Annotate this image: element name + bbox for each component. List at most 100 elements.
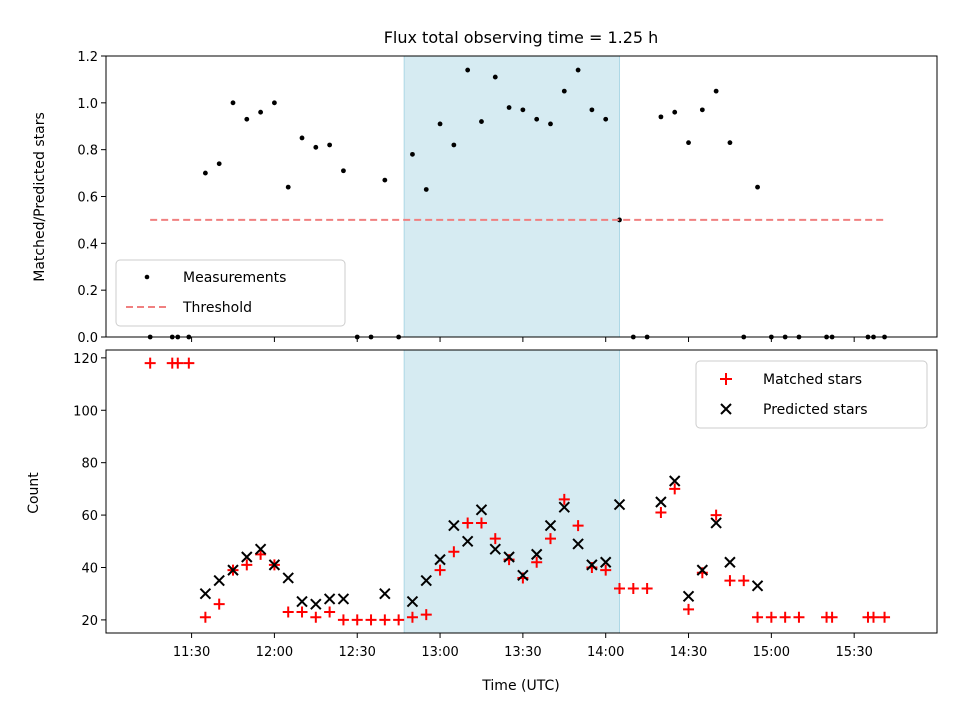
count-legend-box <box>695 360 928 429</box>
predicted-stars-point <box>544 519 557 532</box>
matched-stars-point <box>879 611 891 623</box>
ratio-plot-area <box>147 55 887 340</box>
measurements-point <box>492 74 498 80</box>
measurements-point <box>479 119 484 124</box>
matched-stars-point <box>614 582 626 594</box>
measurements-point <box>299 135 305 141</box>
matched-stars-point <box>365 614 377 626</box>
measurements-point <box>699 107 705 113</box>
matched-stars-point <box>641 582 653 594</box>
measurements-point <box>658 114 664 120</box>
measurements-point <box>451 142 457 148</box>
predicted-stars-point <box>751 580 764 592</box>
count-y-tick-label: 100 <box>73 404 98 419</box>
predicted-stars-point <box>710 517 722 529</box>
matched-stars-point <box>393 614 405 626</box>
ratio-y-tick-label: 0.0 <box>77 331 98 346</box>
predicted-stars-point <box>434 553 446 566</box>
legend-predicted-marker <box>720 403 732 415</box>
measurements-point <box>410 151 415 157</box>
matched-stars-point <box>683 603 695 615</box>
predicted-stars-point <box>669 475 681 487</box>
matched-stars-point <box>199 611 211 623</box>
measurements-point <box>272 100 277 106</box>
measurements-point <box>575 67 581 73</box>
ratio-legend: Measurements Threshold <box>115 259 346 327</box>
count-x-tick-label: 13:30 <box>504 645 541 660</box>
matched-stars-point <box>765 611 777 623</box>
legend-matched-marker <box>720 373 732 385</box>
measurements-point <box>548 121 553 127</box>
count-y-tick-label: 20 <box>81 614 98 629</box>
measurements-point <box>506 105 512 110</box>
predicted-stars-point <box>199 587 212 600</box>
count-x-tick-label: 13:00 <box>421 645 458 660</box>
measurements-point <box>382 177 388 183</box>
ratio-y-tick-label: 1.0 <box>77 97 98 112</box>
predicted-stars-point <box>282 572 294 584</box>
count-x-tick-label: 15:00 <box>753 645 790 660</box>
predicted-stars-point <box>406 595 419 608</box>
matched-stars-point <box>558 493 570 505</box>
predicted-stars-point <box>241 551 253 563</box>
ratio-y-tick-label: 0.4 <box>77 237 98 252</box>
count-x-axis: 11:30 12:00 12:30 13:00 13:30 14:00 14:30 15:00… <box>173 633 873 660</box>
count-x-tick-label: 12:00 <box>256 645 293 660</box>
predicted-stars-point <box>213 574 225 587</box>
count-observing-window <box>403 349 621 634</box>
legend-measurements-marker <box>144 274 150 280</box>
predicted-stars-point <box>489 543 501 555</box>
matched-stars-point <box>434 564 446 576</box>
measurements-point <box>603 116 609 122</box>
matched-stars-point <box>826 611 838 623</box>
matched-stars-point <box>282 606 294 618</box>
measurements-point <box>686 140 691 146</box>
predicted-stars-point <box>696 564 709 576</box>
matched-stars-point <box>183 357 195 369</box>
count-y-tick-label: 80 <box>81 457 98 472</box>
predicted-stars-point <box>227 564 239 576</box>
predicted-stars-point <box>379 587 391 600</box>
matched-stars-point <box>669 483 681 495</box>
legend-measurements-label: Measurements <box>183 270 286 286</box>
count-y-tick-label: 120 <box>73 352 98 367</box>
predicted-stars-point <box>572 538 584 550</box>
matched-stars-point <box>406 611 418 623</box>
count-plot-area <box>144 349 891 634</box>
predicted-stars-point <box>530 548 543 561</box>
count-x-tick-label: 14:30 <box>670 645 707 660</box>
measurements-point <box>341 168 346 174</box>
matched-stars-point <box>351 614 363 626</box>
predicted-stars-point <box>310 598 322 610</box>
matched-stars-point <box>296 606 308 618</box>
matched-stars-point <box>475 517 487 529</box>
legend-matched-label: Matched stars <box>763 372 862 388</box>
measurements-point <box>216 161 222 167</box>
count-plot-frame <box>105 349 938 634</box>
predicted-stars-point <box>724 556 736 568</box>
measurements-point <box>520 107 526 113</box>
measurements-point <box>313 144 319 150</box>
ratio-y-axis: 0.0 0.2 0.4 0.6 0.8 1.0 1.2 <box>77 50 106 346</box>
count-y-label: Count <box>26 472 42 514</box>
measurements-point <box>285 184 291 190</box>
predicted-stars-point <box>337 593 350 605</box>
matched-stars-point <box>489 533 501 545</box>
matched-stars-point <box>655 506 667 518</box>
matched-stars-point <box>627 582 639 594</box>
predicted-stars-point <box>655 496 667 508</box>
predicted-stars-point <box>296 595 308 608</box>
ratio-y-tick-label: 0.6 <box>77 191 98 206</box>
matched-stars-point <box>738 575 750 587</box>
count-legend: Matched stars Predicted stars <box>695 360 928 429</box>
count-y-tick-label: 60 <box>81 509 98 524</box>
measurements-point <box>713 88 719 94</box>
measurements-point <box>423 187 429 192</box>
matched-stars-point <box>710 509 722 521</box>
legend-threshold-label: Threshold <box>182 300 252 316</box>
matched-stars-point <box>572 520 584 532</box>
matched-stars-point <box>868 611 880 623</box>
predicted-stars-point <box>254 543 267 555</box>
count-y-axis: 20 40 60 80 100 120 <box>73 352 106 629</box>
